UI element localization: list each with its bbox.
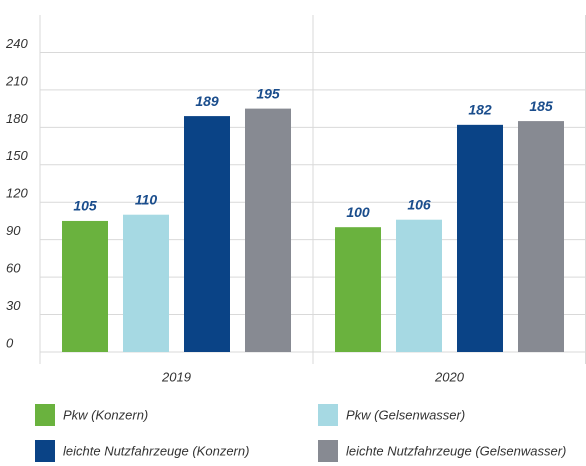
value-label: 105	[73, 198, 97, 214]
x-tick-label: 2019	[161, 369, 191, 384]
bar	[335, 227, 381, 352]
bar	[184, 116, 230, 352]
value-label: 110	[135, 191, 158, 207]
value-label: 189	[195, 93, 219, 109]
y-tick-label: 120	[6, 186, 28, 201]
legend-swatch	[35, 440, 55, 462]
legend-swatch	[318, 440, 338, 462]
legend-label: Pkw (Konzern)	[63, 407, 148, 422]
y-tick-label: 210	[5, 73, 28, 88]
value-label: 185	[529, 98, 553, 114]
legend-label: leichte Nutzfahrzeuge (Gelsenwasser)	[346, 443, 566, 458]
y-tick-label: 30	[6, 298, 21, 313]
bar	[245, 108, 291, 352]
legend-label: leichte Nutzfahrzeuge (Konzern)	[63, 443, 249, 458]
y-tick-label: 60	[6, 261, 21, 276]
legend-swatch	[318, 404, 338, 426]
bar	[123, 214, 169, 352]
y-tick-label: 90	[6, 223, 21, 238]
value-label: 195	[256, 85, 280, 101]
bar	[396, 219, 442, 352]
y-tick-label: 240	[5, 36, 28, 51]
bar	[62, 220, 108, 352]
legend-swatch	[35, 404, 55, 426]
y-tick-label: 180	[6, 111, 28, 126]
value-label: 100	[346, 204, 370, 220]
y-tick-label: 0	[6, 335, 14, 350]
legend-label: Pkw (Gelsenwasser)	[346, 407, 465, 422]
value-label: 182	[468, 102, 492, 118]
y-tick-label: 150	[6, 148, 28, 163]
value-label: 106	[407, 196, 431, 212]
x-tick-label: 2020	[434, 369, 465, 384]
bar	[457, 124, 503, 352]
bar	[518, 121, 564, 352]
